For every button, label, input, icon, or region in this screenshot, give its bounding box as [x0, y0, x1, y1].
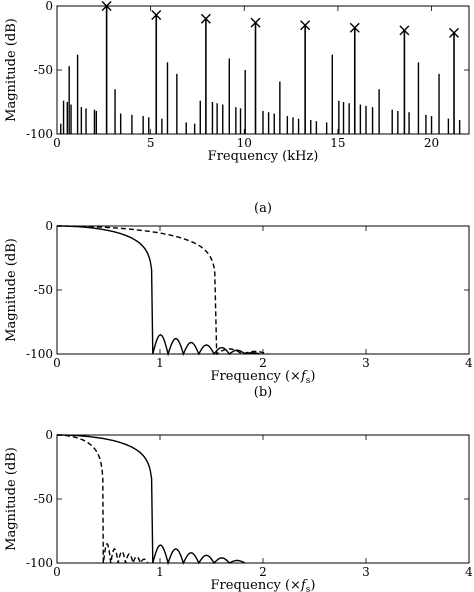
x-tick-label: 15 — [330, 136, 345, 150]
plot-frame — [56, 434, 470, 564]
x-axis-label-sub: s — [306, 585, 311, 592]
harmonic-marker — [200, 13, 211, 24]
marker-stroke — [300, 20, 311, 31]
panel-label: (b) — [254, 385, 272, 400]
x-tick-label: 0 — [53, 565, 61, 579]
x-axis-label-var: f — [300, 369, 308, 384]
panel-label: (a) — [254, 201, 272, 216]
plot-frame — [56, 5, 470, 135]
x-tick-label: 1 — [156, 356, 164, 370]
harmonic-marker — [300, 20, 311, 31]
x-axis-label-text: Frequency (× — [211, 578, 301, 592]
chart-panel-2: 0 1 2 3 4 0 -50 -100 Magnitude (dB) Frequency (×f… — [4, 219, 473, 400]
harmonic-marker — [250, 17, 261, 28]
y-tick-label: 0 — [45, 219, 53, 233]
y-axis-label: Magnitude (dB) — [4, 447, 19, 551]
harmonic-marker — [399, 25, 410, 36]
x-tick-label: 2 — [259, 565, 267, 579]
x-tick-label: 20 — [424, 136, 439, 150]
y-tick-label: 0 — [45, 428, 53, 442]
harmonic-marker — [151, 9, 162, 20]
y-tick-label: -100 — [26, 556, 53, 570]
x-axis-label-sub: s — [306, 376, 311, 386]
harmonic-marker — [349, 22, 360, 33]
y-tick-label: -100 — [26, 347, 53, 361]
x-axis-label-var: f — [300, 578, 308, 592]
solid-series-line — [57, 434, 246, 566]
marker-stroke — [200, 13, 211, 24]
harmonic-stems — [101, 1, 460, 134]
marker-stroke — [449, 27, 460, 38]
harmonic-marker — [449, 27, 460, 38]
x-tick-label: 0 — [53, 356, 61, 370]
dashed-series-line — [57, 434, 149, 566]
y-tick-label: 0 — [45, 0, 53, 13]
plot-frame — [56, 225, 470, 355]
y-axis-label: Magnitude (dB) — [4, 238, 19, 342]
x-axis-label: Frequency (×fs) — [211, 369, 316, 386]
x-tick-label: 10 — [237, 136, 252, 150]
chart-panel-1: 0 5 10 15 20 0 -50 -100 Magnitude (dB) Frequency … — [4, 0, 470, 216]
marker-stroke — [151, 9, 162, 20]
x-axis-label-text: Frequency (× — [211, 369, 301, 384]
y-tick-label: -50 — [34, 283, 53, 297]
x-tick-label: 0 — [53, 136, 61, 150]
chart-panel-3: 0 1 2 3 4 0 -50 -100 Magnitude (dB) Frequency (×f… — [4, 428, 473, 592]
alias-stems — [60, 54, 461, 134]
x-tick-label: 5 — [147, 136, 155, 150]
x-tick-label: 4 — [465, 565, 473, 579]
x-tick-label: 3 — [362, 356, 370, 370]
x-tick-label: 2 — [259, 356, 267, 370]
x-axis-label-end: ) — [310, 578, 315, 592]
x-tick-label: 3 — [362, 565, 370, 579]
marker-stroke — [250, 17, 261, 28]
y-tick-label: -50 — [34, 492, 53, 506]
y-tick-label: -50 — [34, 63, 53, 77]
x-axis-label: Frequency (×fs) — [211, 578, 316, 592]
y-axis-label: Magnitude (dB) — [4, 18, 19, 122]
x-axis-label-end: ) — [310, 369, 315, 384]
y-tick-label: -100 — [26, 127, 53, 141]
x-axis-label: Frequency (kHz) — [208, 149, 319, 164]
marker-stroke — [349, 22, 360, 33]
solid-series-line — [57, 225, 261, 357]
x-tick-label: 4 — [465, 356, 473, 370]
x-tick-label: 1 — [156, 565, 164, 579]
dashed-series-line — [57, 225, 268, 356]
marker-stroke — [399, 25, 410, 36]
